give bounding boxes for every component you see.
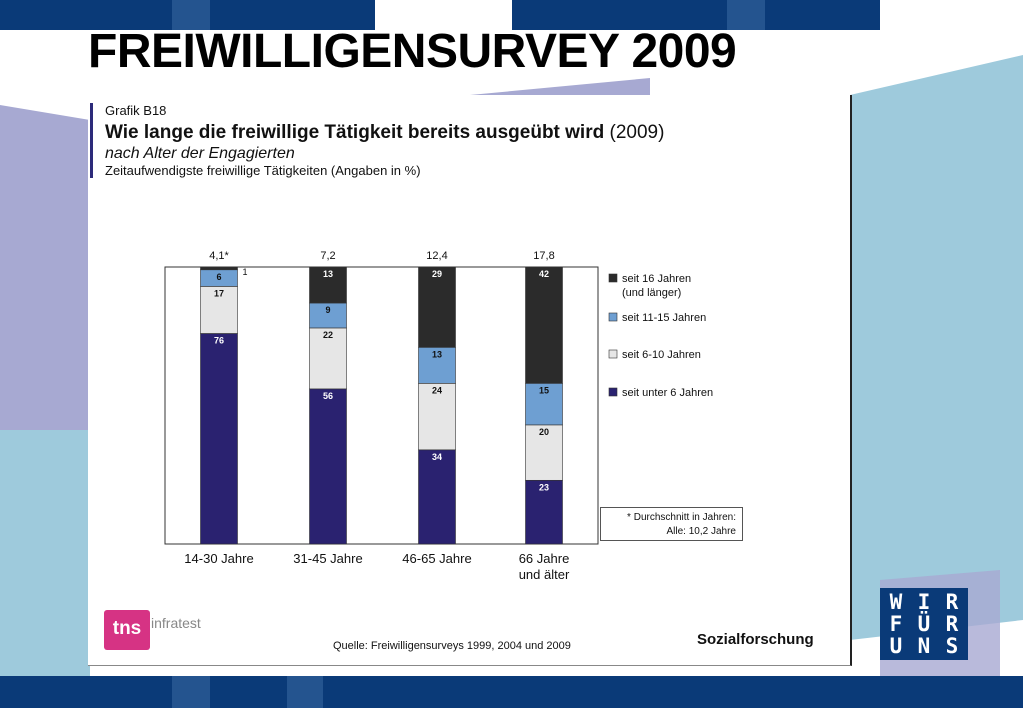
badge-row: U N S — [885, 635, 963, 657]
top-lavender-shape — [470, 78, 650, 95]
legend-label: (und länger) — [622, 287, 681, 299]
top-value-label: 17,8 — [533, 250, 554, 262]
bar-segment — [200, 333, 238, 545]
left-light-shape — [0, 430, 90, 708]
bar-segment — [418, 449, 456, 545]
category-label: 31-45 Jahre — [293, 551, 362, 566]
bar-segment — [525, 424, 563, 481]
category-label: und älter — [519, 567, 570, 582]
badge-letter: R — [945, 612, 959, 636]
bottom-bar-accent — [172, 676, 210, 708]
chart-panel: Grafik B18 Wie lange die freiwillige Tät… — [88, 95, 852, 666]
legend-swatch — [608, 312, 618, 322]
right-light-shape — [850, 55, 1023, 640]
data-label: 22 — [323, 330, 333, 340]
data-label: 13 — [323, 269, 333, 279]
data-label: 17 — [214, 288, 224, 298]
figure-label: Grafik B18 — [105, 103, 167, 118]
badge-letter: N — [917, 634, 931, 658]
data-label: 9 — [325, 305, 330, 315]
chart-header: Grafik B18 Wie lange die freiwillige Tät… — [90, 103, 664, 178]
badge-letter: S — [945, 634, 959, 658]
badge-letter: U — [889, 634, 903, 658]
bar-segment — [525, 383, 563, 426]
data-label: 56 — [323, 391, 333, 401]
badge-row: W I R — [885, 591, 963, 613]
badge-letter: R — [945, 590, 959, 614]
legend-label: seit 6-10 Jahren — [622, 349, 701, 361]
top-bar-left-accent — [172, 0, 210, 30]
heading-year: (2009) — [609, 122, 665, 143]
badge-row: F Ü R — [885, 613, 963, 635]
bar-segment — [418, 383, 456, 451]
data-label: 15 — [539, 385, 549, 395]
tns-logo-word: infratest — [151, 615, 201, 631]
bar-segment — [525, 479, 563, 545]
chart-description: Zeitaufwendigste freiwillige Tätigkeiten… — [105, 163, 421, 178]
data-label: 20 — [539, 427, 549, 437]
tns-logo-mark: tns — [104, 610, 150, 650]
bar-segment — [309, 302, 347, 329]
data-label: 24 — [432, 385, 442, 395]
bottom-bar-accent — [287, 676, 323, 708]
heading-text: Wie lange die freiwillige Tätigkeit bere… — [105, 122, 605, 143]
source-text: Quelle: Freiwilligensurveys 1999, 2004 u… — [333, 640, 571, 652]
tns-logo: tns infratest — [104, 610, 201, 650]
data-label: 23 — [539, 482, 549, 492]
legend-swatch — [608, 349, 618, 359]
data-label: 42 — [539, 269, 549, 279]
bar-segment — [309, 327, 347, 390]
bar-segment — [309, 388, 347, 545]
legend-label: seit 11-15 Jahren — [622, 312, 706, 324]
category-label: 66 Jahre — [519, 551, 570, 566]
category-label: 14-30 Jahre — [184, 551, 253, 566]
top-value-label: 4,1* — [209, 250, 229, 262]
badge-letter: W — [889, 590, 903, 614]
average-note: * Durchschnitt in Jahren: Alle: 10,2 Jah… — [600, 507, 743, 541]
badge-letter: F — [889, 612, 903, 636]
data-label: 1 — [243, 267, 248, 277]
data-label: 6 — [216, 272, 221, 282]
brand-text: Sozialforschung — [697, 631, 814, 648]
legend-label: seit 16 Jahren — [622, 273, 691, 285]
data-label: 29 — [432, 269, 442, 279]
badge-letter: I — [917, 590, 931, 614]
top-value-label: 7,2 — [320, 250, 335, 262]
legend-swatch — [608, 273, 618, 283]
stacked-bar-chart: 76 17 6 1 4,1* 14-30 Jahre 56 22 9 13 7,2 31-45 Jah… — [164, 250, 713, 582]
data-label: 13 — [432, 349, 442, 359]
bar-segment — [200, 266, 238, 271]
slide-title: FREIWILLIGENSURVEY 2009 — [88, 25, 737, 78]
note-line-1: * Durchschnitt in Jahren: — [627, 512, 736, 523]
wir-fuer-uns-badge: W I R F Ü R U N S — [880, 588, 968, 660]
chart-heading: Wie lange die freiwillige Tätigkeit bere… — [105, 122, 664, 144]
badge-letter: Ü — [917, 612, 931, 636]
bar-segment — [309, 266, 347, 304]
data-label: 34 — [432, 452, 442, 462]
legend-label: seit unter 6 Jahren — [622, 387, 713, 399]
top-bar-right — [512, 0, 880, 30]
chart-subtitle: nach Alter der Engagierten — [105, 145, 295, 162]
data-label: 76 — [214, 335, 224, 345]
top-value-label: 12,4 — [426, 250, 447, 262]
top-bar-right-accent — [727, 0, 765, 30]
legend-swatch — [608, 387, 618, 397]
bar-segment — [418, 347, 456, 384]
bottom-bar — [0, 676, 1023, 708]
note-line-2: Alle: 10,2 Jahre — [666, 526, 737, 537]
left-lavender-shape — [0, 105, 90, 430]
bar-segment — [418, 266, 456, 348]
bar-segment — [525, 266, 563, 384]
category-label: 46-65 Jahre — [402, 551, 471, 566]
